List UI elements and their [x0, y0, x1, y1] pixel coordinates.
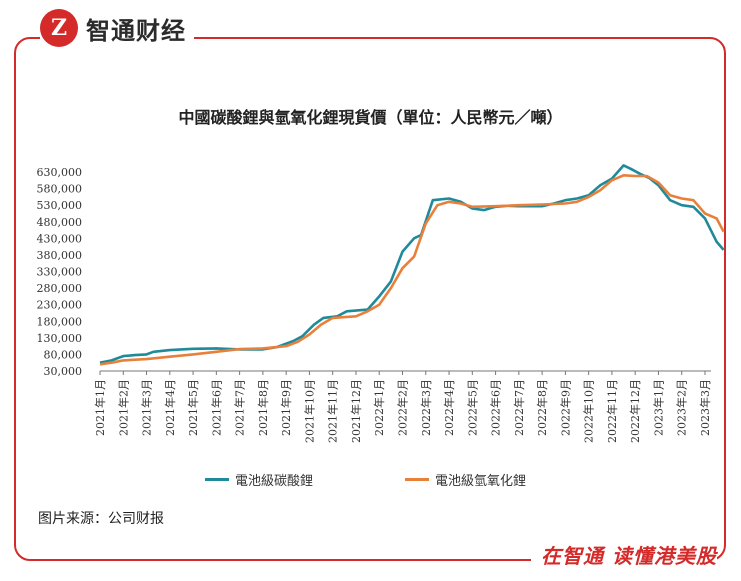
x-tick-label: 2022年12月: [628, 379, 642, 443]
x-tick-label: 2023年1月: [651, 379, 665, 436]
x-tick-label: 2023年3月: [698, 379, 712, 436]
y-tick-labels: 30,000 80,000 130,000 180,000 230,000 280,000…: [37, 166, 83, 378]
series-line-lithium-hydroxide: [99, 174, 725, 366]
x-tick-label: 2021年5月: [186, 379, 200, 436]
x-tick-label: 2021年12月: [349, 379, 363, 443]
legend-item-lithium-hydroxide: 電池級氫氧化鋰: [405, 470, 526, 489]
x-tick-label: 2022年6月: [489, 379, 503, 436]
x-tick-label: 2021年11月: [326, 379, 340, 443]
x-tick-label: 2022年2月: [396, 379, 410, 436]
x-tick-label: 2022年7月: [512, 379, 526, 436]
x-tick-labels: 2021年1月 2021年2月 2021年3月 2021年4月 2021年5月 2021年…: [93, 379, 712, 443]
y-tick-label: 230,000: [37, 299, 83, 312]
x-tick-label: 2021年4月: [163, 379, 177, 436]
chart-title: 中國碳酸鋰與氫氧化鋰現貨價（單位：人民幣元／噸）: [178, 108, 563, 127]
y-tick-label: 480,000: [37, 216, 83, 229]
x-tick-label: 2022年9月: [558, 379, 572, 436]
y-tick-label: 130,000: [37, 332, 83, 345]
x-tick-label: 2021年3月: [140, 379, 154, 436]
logo-mark-icon: Z: [40, 9, 78, 47]
x-tick-label: 2021年10月: [302, 379, 316, 443]
y-tick-label: 80,000: [44, 348, 83, 361]
x-tick-label: 2022年11月: [605, 379, 619, 443]
x-tick-label: 2022年4月: [442, 379, 456, 436]
y-tick-label: 280,000: [37, 282, 83, 295]
slogan-banner: 在智通 读懂港美股: [531, 540, 717, 569]
x-tick-label: 2021年1月: [93, 379, 107, 436]
y-tick-label: 530,000: [37, 199, 83, 212]
y-tick-label: 180,000: [37, 315, 83, 328]
y-tick-label: 430,000: [37, 232, 83, 245]
brand-name: 智通财经: [86, 16, 186, 45]
legend-label: 電池級碳酸鋰: [235, 474, 314, 489]
x-tick-label: 2022年10月: [582, 379, 596, 443]
y-tick-label: 330,000: [37, 266, 83, 279]
x-tick-label: 2022年5月: [465, 379, 479, 436]
chart-axes: [99, 370, 711, 375]
legend-swatch: [205, 478, 229, 481]
x-tick-label: 2023年2月: [675, 379, 689, 436]
brand-logo: Z 智通财经: [40, 6, 194, 50]
x-tick-label: 2022年8月: [535, 379, 549, 436]
source-note: 图片来源：公司财报: [38, 511, 164, 527]
legend-swatch: [405, 478, 429, 481]
y-tick-label: 580,000: [37, 183, 83, 196]
x-tick-label: 2022年1月: [372, 379, 386, 436]
series-lines: [99, 164, 725, 366]
x-tick-label: 2022年3月: [419, 379, 433, 436]
y-tick-label: 30,000: [44, 365, 83, 378]
legend-item-lithium-carbonate: 電池級碳酸鋰: [205, 470, 313, 489]
x-tick-label: 2021年9月: [279, 379, 293, 436]
x-tick-label: 2021年8月: [256, 379, 270, 436]
x-tick-label: 2021年7月: [233, 379, 247, 436]
x-tick-label: 2021年6月: [209, 379, 223, 436]
series-line-lithium-carbonate: [99, 164, 725, 364]
y-tick-label: 380,000: [37, 249, 83, 262]
y-tick-label: 630,000: [37, 166, 83, 179]
x-tick-label: 2021年2月: [116, 379, 130, 436]
content-frame: [14, 37, 726, 561]
slogan-text: 在智通 读懂港美股: [541, 544, 717, 568]
legend-label: 電池級氫氧化鋰: [435, 474, 527, 489]
